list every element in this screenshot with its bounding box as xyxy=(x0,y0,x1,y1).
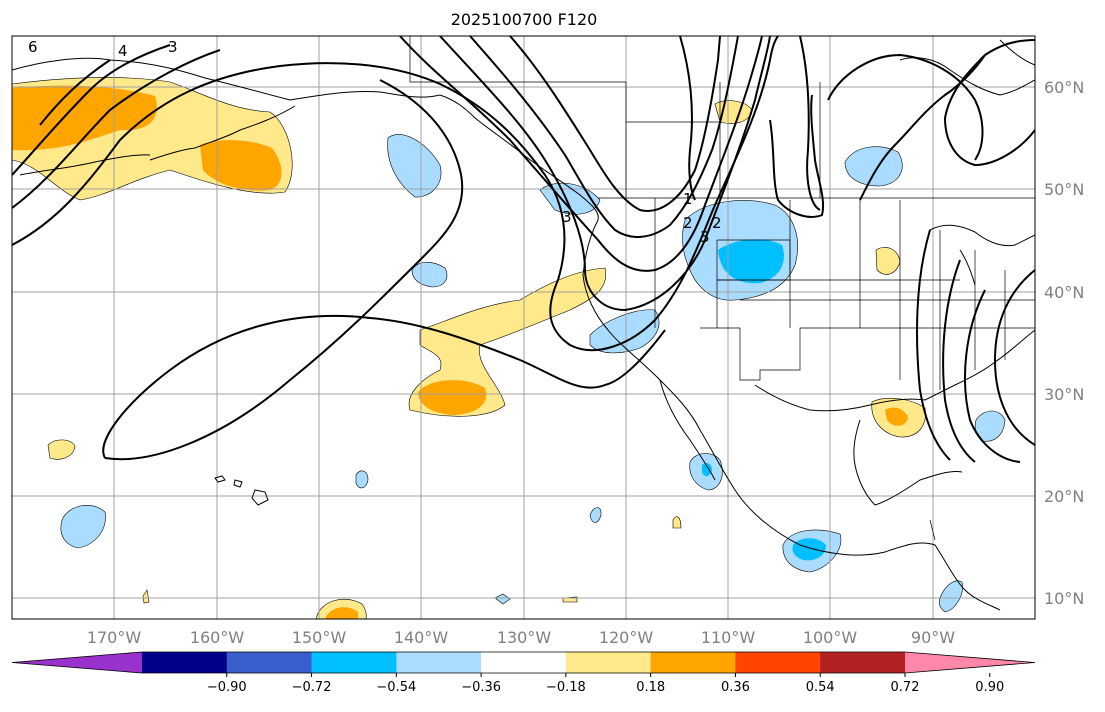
negative-anomaly-region xyxy=(844,146,903,187)
contour-label: 2 xyxy=(712,214,722,232)
positive-anomaly-core xyxy=(885,407,908,426)
contour-line xyxy=(769,94,825,218)
colorbar-tick-label: 0.54 xyxy=(806,680,835,695)
lat-label: 60°N xyxy=(1044,78,1084,97)
negative-anomaly-region xyxy=(60,505,106,549)
contour-line xyxy=(827,53,984,161)
contour-line xyxy=(439,36,771,312)
negative-anomaly-region xyxy=(589,507,602,523)
colorbar-tick-label: −0.36 xyxy=(461,680,501,695)
contour-line xyxy=(943,39,1035,167)
colorbar-tick-label: 0.72 xyxy=(891,680,920,695)
colorbar-extend-low xyxy=(12,652,142,673)
contour-labels: 6 4 3 3 2 1 2 3 xyxy=(28,38,722,246)
negative-anomaly-core xyxy=(792,538,826,561)
negative-anomaly-region xyxy=(938,580,963,613)
lon-label: 110°W xyxy=(701,628,756,647)
positive-anomaly-spot xyxy=(47,439,76,460)
longitude-labels: 170°W 160°W 150°W 140°W 130°W 120°W 110°… xyxy=(87,628,955,647)
contour-line xyxy=(993,269,1035,446)
lat-label: 20°N xyxy=(1044,487,1084,506)
contour-label: 2 xyxy=(683,214,693,232)
colorbar-segment xyxy=(820,652,906,673)
colorbar-tick-label: −0.90 xyxy=(207,680,247,695)
colorbar-segment xyxy=(142,652,228,673)
lat-label: 50°N xyxy=(1044,180,1084,199)
colorbar-tick-label: −0.72 xyxy=(292,680,332,695)
contour-label: 3 xyxy=(562,208,572,226)
contour-label: 1 xyxy=(683,190,693,208)
lon-label: 90°W xyxy=(911,628,955,647)
colorbar-segment xyxy=(396,652,482,673)
colorbar-tick-label: 0.90 xyxy=(975,680,1004,695)
positive-anomaly-region xyxy=(408,267,607,417)
contour-line xyxy=(679,36,696,201)
map-border xyxy=(11,35,1036,620)
positive-anomaly-spot xyxy=(142,589,150,604)
lon-label: 140°W xyxy=(394,628,449,647)
lon-label: 160°W xyxy=(190,628,245,647)
map-title: 2025100700 F120 xyxy=(450,10,598,29)
contour-label: 6 xyxy=(28,38,38,56)
lat-label: 40°N xyxy=(1044,283,1084,302)
negative-anomaly-core xyxy=(718,239,784,284)
contour-line xyxy=(799,36,821,211)
colorbar-segment xyxy=(735,652,821,673)
colorbar-tick-label: −0.18 xyxy=(546,680,586,695)
positive-anomaly-spot xyxy=(672,516,682,529)
negative-anomaly-region xyxy=(355,470,369,489)
contour-line xyxy=(469,36,739,238)
positive-anomaly-core xyxy=(418,380,487,415)
colorbar-segment xyxy=(650,652,736,673)
contour-line xyxy=(39,59,111,126)
colorbar-outline xyxy=(11,651,1036,674)
lon-label: 170°W xyxy=(87,628,142,647)
contour-line xyxy=(104,79,464,461)
contour-line xyxy=(942,259,976,463)
negative-anomaly-core xyxy=(702,462,712,477)
contour-label: 3 xyxy=(168,38,178,56)
contour-line xyxy=(102,315,666,459)
colorbar-segment xyxy=(565,652,652,673)
colorbar-tick-label: 0.18 xyxy=(636,680,665,695)
latitude-labels: 60°N 50°N 40°N 30°N 20°N 10°N xyxy=(1044,78,1084,608)
lon-label: 120°W xyxy=(599,628,654,647)
contour-line xyxy=(12,36,779,352)
lon-label: 100°W xyxy=(803,628,858,647)
negative-anomaly-region xyxy=(589,309,660,354)
positive-anomaly-core xyxy=(325,607,358,619)
colorbar: −0.90 −0.72 −0.54 −0.36 −0.18 0.18 0.36 0.54 0.7… xyxy=(11,651,1036,695)
lon-label: 150°W xyxy=(292,628,347,647)
contour-line xyxy=(509,36,721,212)
contour-line xyxy=(399,36,763,272)
negative-anomaly-region xyxy=(494,593,511,605)
contour-line xyxy=(916,229,951,461)
coastlines xyxy=(12,39,1035,611)
political-borders xyxy=(409,36,1035,541)
contour-label: 3 xyxy=(700,228,710,246)
colorbar-tick-label: 0.36 xyxy=(721,680,750,695)
colorbar-extend-high xyxy=(905,652,1035,673)
anomaly-fill-layer xyxy=(12,77,1006,619)
lat-label: 30°N xyxy=(1044,385,1084,404)
lon-label: 130°W xyxy=(497,628,552,647)
colorbar-segment xyxy=(311,652,397,673)
height-contours xyxy=(12,36,1035,463)
contour-line xyxy=(859,54,986,201)
lat-label: 10°N xyxy=(1044,589,1084,608)
contour-label: 4 xyxy=(118,42,128,60)
contour-line xyxy=(12,44,171,176)
colorbar-segment xyxy=(226,652,313,673)
positive-anomaly-core xyxy=(200,140,282,191)
colorbar-tick-label: −0.54 xyxy=(376,680,416,695)
contour-line xyxy=(964,289,1021,463)
contour-line xyxy=(12,49,221,209)
colorbar-segment xyxy=(481,652,567,673)
